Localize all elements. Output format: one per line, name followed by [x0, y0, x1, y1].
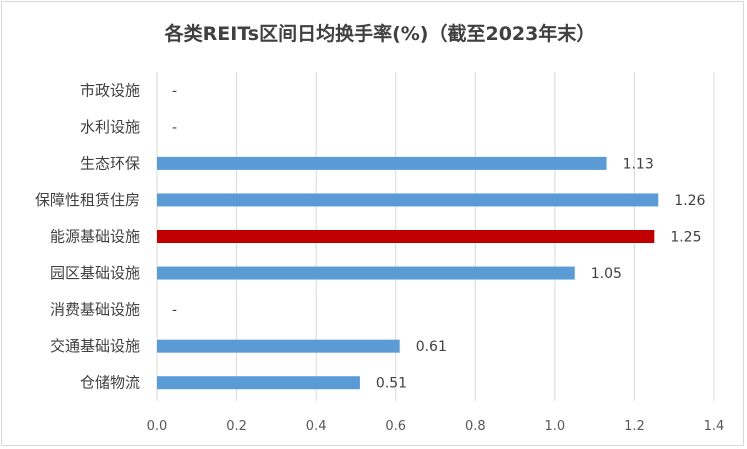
chart-title: 各类REITs区间日均换手率(%)（截至2023年末） — [164, 22, 596, 45]
data-label: 1.05 — [591, 266, 622, 282]
category-label: 保障性租赁住房 — [35, 191, 140, 209]
data-label: - — [172, 120, 177, 136]
data-label: 1.13 — [623, 156, 654, 172]
category-label: 园区基础设施 — [50, 264, 140, 282]
x-tick-label: 1.4 — [704, 419, 725, 434]
bar — [157, 376, 360, 390]
data-label: - — [172, 303, 177, 319]
data-label: 0.61 — [416, 339, 447, 355]
category-label: 市政设施 — [80, 81, 140, 99]
data-labels: - - 1.13 1.26 1.25 1.05 - 0.61 0.51 — [172, 83, 706, 391]
bar — [157, 230, 655, 243]
data-label: - — [172, 83, 177, 99]
bar — [157, 266, 575, 280]
x-tick-label: 0.6 — [385, 419, 406, 434]
category-label: 消费基础设施 — [50, 301, 140, 319]
data-label: 1.25 — [670, 230, 701, 246]
x-tick-label: 0.0 — [147, 419, 168, 434]
data-label: 1.26 — [674, 193, 705, 209]
category-labels: 市政设施水利设施生态环保保障性租赁住房能源基础设施园区基础设施消费基础设施交通基… — [35, 81, 140, 391]
bar — [157, 156, 607, 170]
x-tick-label: 0.8 — [465, 419, 486, 434]
data-label: 0.51 — [376, 376, 407, 392]
category-label: 生态环保 — [80, 154, 140, 172]
category-label: 交通基础设施 — [50, 337, 140, 355]
x-tick-label: 1.2 — [624, 419, 645, 434]
category-label: 水利设施 — [80, 118, 140, 136]
bars — [157, 156, 659, 390]
x-tick-label: 0.4 — [306, 419, 327, 434]
bar — [157, 193, 659, 207]
x-tick-labels: 0.0 0.2 0.4 0.6 0.8 1.0 1.2 1.4 — [147, 419, 725, 434]
x-tick-label: 1.0 — [545, 419, 566, 434]
bar — [157, 339, 400, 353]
x-tick-label: 0.2 — [226, 419, 247, 434]
category-label: 能源基础设施 — [50, 228, 140, 246]
category-label: 仓储物流 — [80, 374, 140, 392]
